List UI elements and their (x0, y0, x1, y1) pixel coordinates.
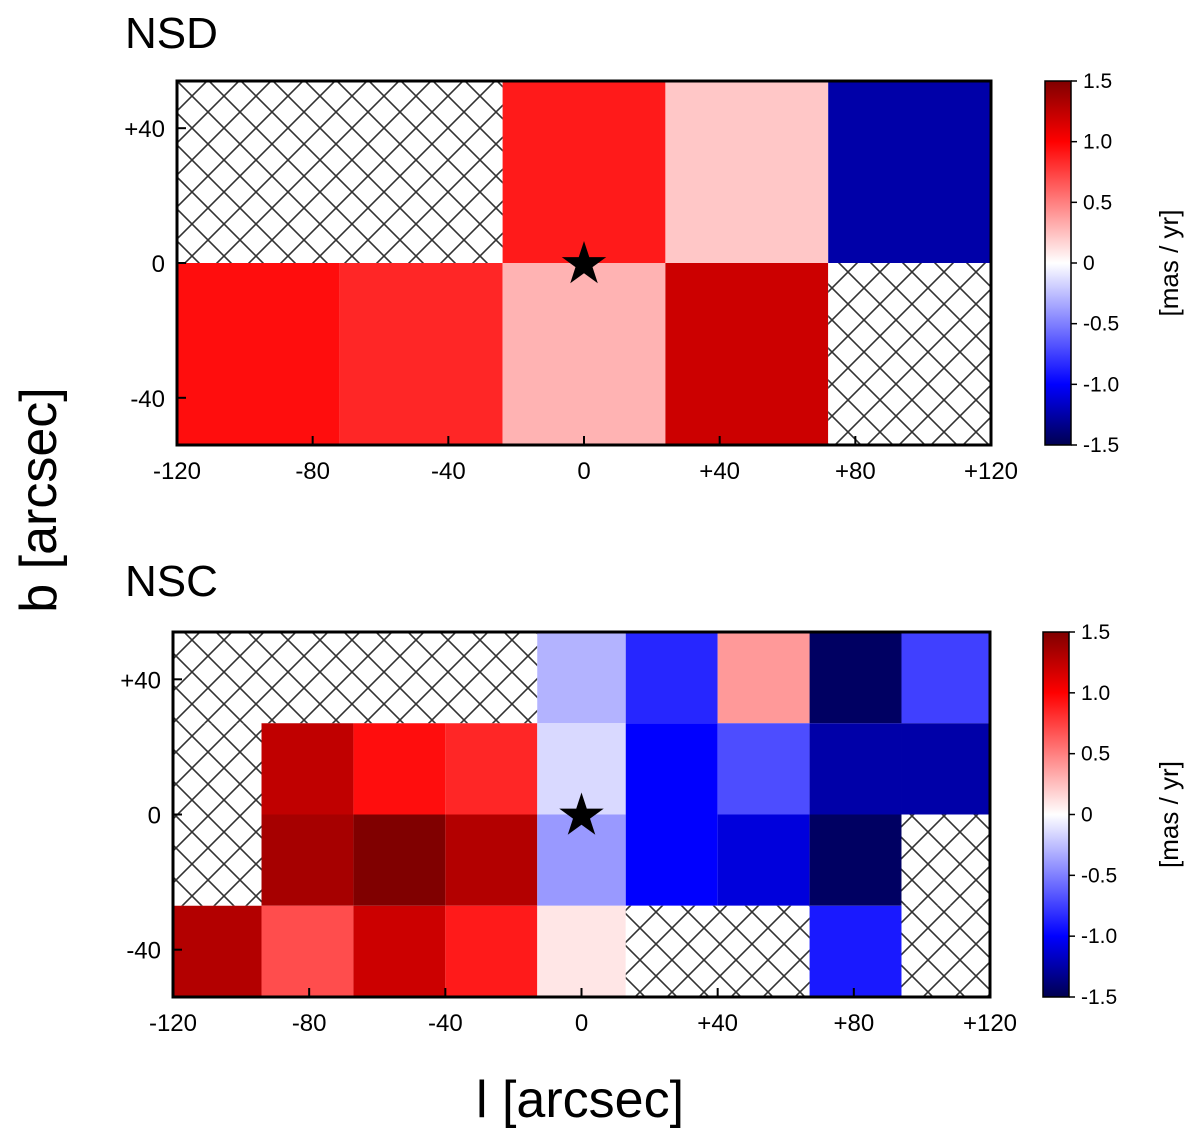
nsc-title: NSC (125, 557, 218, 606)
nsc-x-tick-label: +120 (963, 1010, 1017, 1037)
nsc-center-star-icon: ★ (556, 783, 608, 848)
nsd-ticks: -120 -80 -40 0 +40 +80 +120 +40 0 -40 (124, 116, 1018, 485)
nsc-x-tick-label: -80 (292, 1010, 327, 1037)
nsd-x-tick-label: 0 (577, 458, 590, 485)
nsc-cell (809, 905, 902, 997)
nsd-x-tick-label: -120 (153, 458, 201, 485)
nsc-cell (353, 723, 446, 815)
nsd-masked-cell (177, 81, 503, 263)
nsd-cell (339, 263, 503, 445)
nsc-colorbar-title: [mas / yr] (1154, 761, 1184, 868)
nsc-x-tick-label: -120 (149, 1010, 197, 1037)
nsc-cell (717, 814, 810, 906)
nsc-cell (625, 814, 718, 906)
nsc-cell (353, 814, 446, 906)
nsc-colorbar-tick-label: 0.5 (1081, 743, 1110, 766)
nsd-panel: NSD -120 -80 -40 0 +40 +80 +120+400-40 ★ 1.51.… (124, 9, 1184, 485)
nsd-cell (502, 81, 666, 263)
nsc-colorbar-tick-label: 1.5 (1081, 621, 1110, 644)
nsd-colorbar-tick-label: -0.5 (1083, 313, 1119, 336)
nsd-colorbar-tick-label: 1.0 (1083, 131, 1112, 154)
nsd-y-tick-label: -40 (130, 386, 165, 413)
y-axis-label: b [arcsec] (10, 387, 68, 612)
nsd-colorbar-gradient (1044, 80, 1072, 446)
nsd-cell (177, 263, 340, 445)
nsc-cell (445, 905, 538, 997)
nsc-cell (261, 814, 354, 906)
nsc-colorbar-tick-label: -1.5 (1081, 986, 1117, 1009)
nsd-x-tick-label: -40 (431, 458, 466, 485)
nsc-x-tick-label: 0 (575, 1010, 588, 1037)
nsc-colorbar-gradient (1042, 631, 1070, 998)
nsc-x-tick-label: -40 (428, 1010, 463, 1037)
nsd-cell (665, 263, 829, 445)
nsd-cell (828, 81, 991, 263)
nsc-cell (173, 905, 262, 997)
nsc-cell (809, 632, 902, 724)
nsc-y-tick-label: +40 (120, 667, 161, 694)
nsc-cell (445, 723, 538, 815)
nsd-y-tick-label: 0 (152, 251, 165, 278)
x-axis-label: l [arcsec] (476, 1071, 684, 1129)
nsd-colorbar-tick-label: 0 (1083, 252, 1095, 275)
nsd-x-tick-label: +40 (699, 458, 740, 485)
nsd-title: NSD (125, 9, 218, 58)
nsc-panel: NSC -120 -80 -40 0 +40 +80 +120+400-40 ★ 1.51.… (120, 557, 1184, 1037)
nsc-y-tick-label: -40 (126, 938, 161, 965)
nsc-masked-cell (173, 632, 538, 724)
nsc-colorbar-tick-label: 1.0 (1081, 682, 1110, 705)
nsd-x-tick-label: -80 (295, 458, 330, 485)
nsc-colorbar-tick-label: 0 (1081, 804, 1093, 827)
nsd-y-tick-label: +40 (124, 116, 165, 143)
nsc-colorbar-tick-label: -0.5 (1081, 864, 1117, 887)
nsc-masked-cell (901, 814, 990, 906)
nsc-cell (625, 723, 718, 815)
nsd-cell (665, 81, 829, 263)
nsc-ticks: -120 -80 -40 0 +40 +80 +120 +40 0 -40 (120, 667, 1017, 1037)
nsc-x-tick-label: +40 (697, 1010, 738, 1037)
nsc-x-tick-label: +80 (833, 1010, 874, 1037)
nsc-masked-cell (173, 723, 262, 906)
nsc-cell (717, 723, 810, 815)
nsc-cell (717, 632, 810, 724)
nsc-cell (537, 905, 626, 997)
nsd-colorbar-title: [mas / yr] (1154, 210, 1184, 317)
nsc-cell (537, 632, 626, 724)
nsd-colorbar: 1.5 1.0 0.5 0 -0.5 -1.0 -1.5 [mas / yr] (1044, 70, 1184, 457)
nsc-y-tick-label: 0 (148, 803, 161, 830)
nsc-cell (353, 905, 446, 997)
nsc-masked-cell (901, 905, 990, 997)
nsd-x-tick-label: +120 (964, 458, 1018, 485)
nsc-cell (537, 814, 626, 906)
nsd-center-star-icon: ★ (558, 231, 610, 296)
nsc-cell (625, 632, 718, 724)
nsd-masked-cell (828, 263, 991, 445)
nsc-cell (901, 723, 990, 815)
nsc-cell (901, 632, 990, 724)
nsd-colorbar-tick-label: 1.5 (1083, 70, 1112, 93)
nsd-cell (502, 263, 666, 445)
nsd-cells (177, 81, 991, 445)
nsd-colorbar-tick-label: -1.5 (1083, 434, 1119, 457)
nsd-colorbar-tick-label: -1.0 (1083, 373, 1119, 396)
nsc-colorbar-tick-label: -1.0 (1081, 925, 1117, 948)
nsc-cell (809, 814, 902, 906)
nsc-cells (173, 632, 990, 997)
nsc-cell (261, 723, 354, 815)
nsd-x-tick-label: +80 (835, 458, 876, 485)
nsc-cell (445, 814, 538, 906)
nsd-colorbar-tick-label: 0.5 (1083, 191, 1112, 214)
nsc-masked-cell (625, 905, 810, 997)
nsc-cell (261, 905, 354, 997)
nsc-cell (809, 723, 902, 815)
nsc-colorbar: 1.5 1.0 0.5 0 -0.5 -1.0 -1.5 [mas / yr] (1042, 621, 1184, 1009)
nsc-cell (537, 723, 626, 815)
